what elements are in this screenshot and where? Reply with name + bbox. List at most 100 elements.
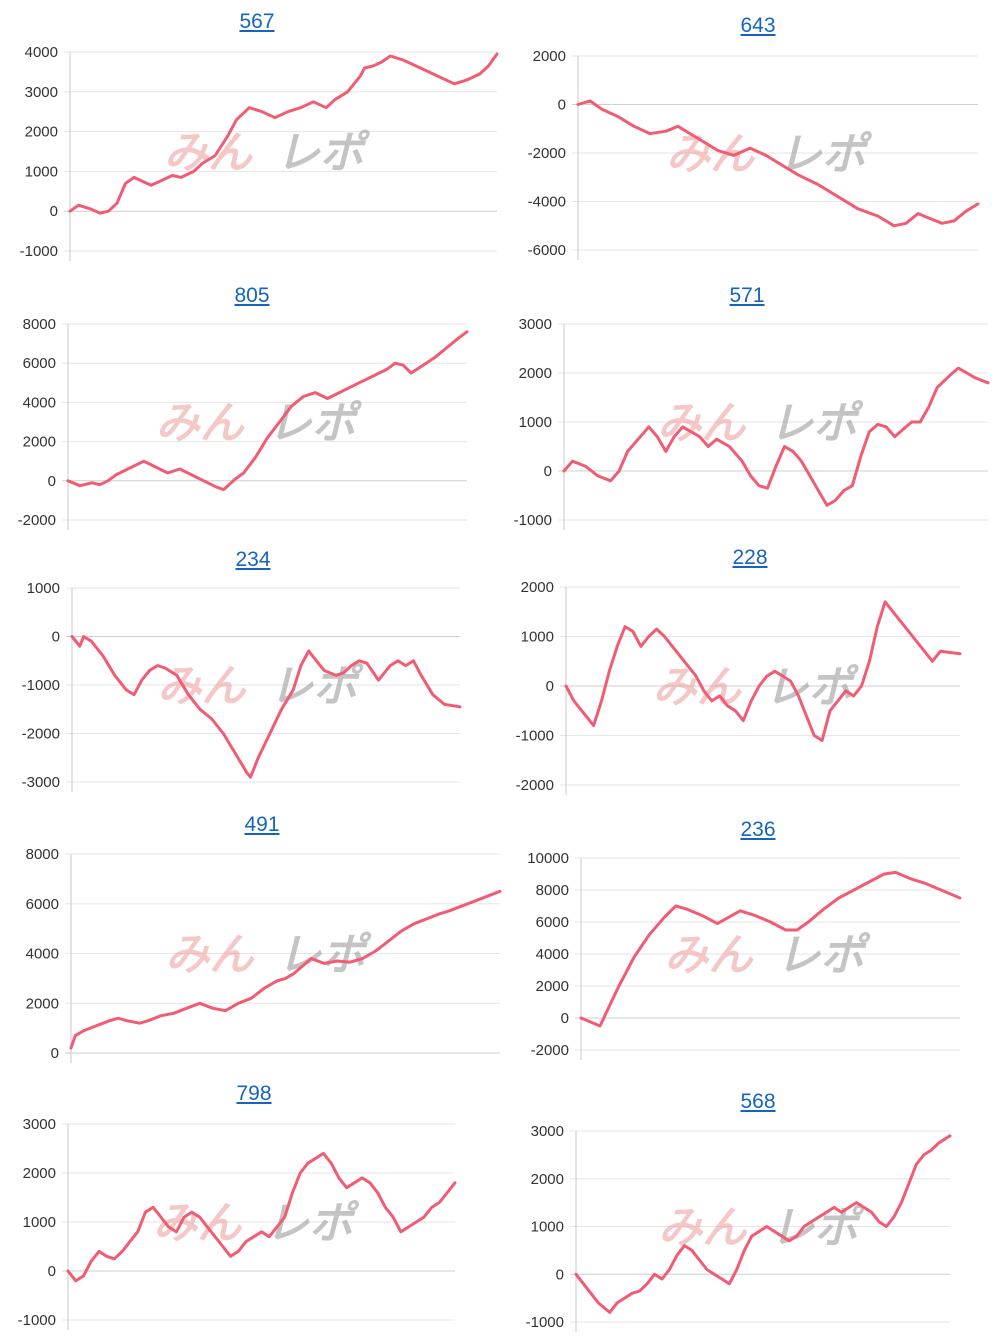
chart-title-link[interactable]: 491 — [244, 813, 280, 836]
y-tick-label: -1000 — [20, 243, 58, 260]
chart-panel-3: 571 -1000 0 1000 2000 3000 みん レポ — [500, 284, 1000, 544]
y-tick-label: 1000 — [23, 1214, 56, 1231]
y-tick-label: 2000 — [533, 48, 566, 65]
chart-panel-0: 567 -1000 0 1000 2000 3000 4000 みん レポ — [0, 10, 500, 270]
series-line — [574, 1134, 952, 1314]
y-tick-label: 6000 — [23, 355, 56, 372]
y-tick-label: 2000 — [536, 978, 569, 995]
y-tick-label: 4000 — [23, 394, 56, 411]
chart-title-link[interactable]: 236 — [740, 818, 776, 841]
y-tick-label: -2000 — [22, 726, 60, 743]
watermark-logo-right: レポ — [769, 398, 864, 449]
watermark-logo-right: レポ — [765, 662, 860, 713]
watermark-logo-right: レポ — [776, 930, 871, 981]
y-tick-label: 2000 — [26, 995, 59, 1012]
y-tick-label: 2000 — [23, 434, 56, 451]
watermark-logo-left: みん — [153, 1198, 243, 1249]
y-tick-label: 2000 — [23, 1165, 56, 1182]
y-tick-label: 3000 — [25, 84, 58, 101]
chart-svg: 0 2000 4000 6000 8000 みん レポ — [26, 846, 502, 1063]
y-tick-label: 0 — [544, 463, 552, 480]
y-tick-label: 2000 — [521, 579, 554, 596]
y-tick-label: 2000 — [25, 124, 58, 141]
chart-title-link[interactable]: 228 — [732, 546, 768, 569]
watermark-logo-left: みん — [165, 930, 255, 981]
y-tick-label: 8000 — [23, 316, 56, 333]
chart-title-link[interactable]: 567 — [239, 10, 275, 33]
y-tick-label: 0 — [52, 629, 60, 646]
chart-panel-9: 568 -1000 0 1000 2000 3000 みん レポ — [500, 1090, 1000, 1340]
chart-panel-5: 228 -2000 -1000 0 1000 2000 みん レポ — [500, 546, 1000, 806]
chart-title-link[interactable]: 571 — [729, 284, 765, 307]
chart-svg: -2000 0 2000 4000 6000 8000 10000 みん レポ — [527, 850, 962, 1060]
y-tick-label: -3000 — [22, 774, 60, 791]
y-tick-label: -2000 — [528, 145, 566, 162]
chart-title-link[interactable]: 805 — [234, 284, 270, 307]
series-line — [66, 1151, 457, 1283]
y-tick-label: 1000 — [25, 163, 58, 180]
series-line — [69, 889, 502, 1050]
watermark-logo-left: みん — [164, 128, 254, 179]
chart-panel-7: 236 -2000 0 2000 4000 6000 8000 10000 みん レポ — [500, 818, 1000, 1078]
watermark-logo-left: みん — [658, 1203, 748, 1254]
chart-svg: -2000 0 2000 4000 6000 8000 みん レポ — [18, 316, 469, 530]
y-tick-label: 4000 — [536, 946, 569, 963]
watermark-logo-right: レポ — [277, 930, 372, 981]
y-tick-label: 10000 — [527, 850, 569, 867]
watermark-logo-right: レポ — [268, 398, 363, 449]
chart-title-link[interactable]: 643 — [740, 14, 776, 37]
chart-title-link[interactable]: 568 — [740, 1090, 776, 1113]
chart-panel-6: 491 0 2000 4000 6000 8000 みん レポ — [0, 813, 502, 1073]
y-tick-label: 3000 — [23, 1116, 56, 1133]
y-tick-label: 4000 — [25, 44, 58, 61]
y-tick-label: 1000 — [27, 580, 60, 597]
series-line — [562, 366, 990, 507]
y-tick-label: 0 — [51, 1045, 59, 1062]
y-tick-label: 8000 — [536, 882, 569, 899]
y-tick-label: 0 — [48, 473, 56, 490]
y-tick-label: 0 — [546, 678, 554, 695]
y-tick-label: -2000 — [18, 512, 56, 529]
y-tick-label: 3000 — [531, 1123, 564, 1140]
chart-svg: -1000 0 1000 2000 3000 4000 みん レポ — [20, 44, 499, 261]
y-tick-label: -1000 — [516, 728, 554, 745]
chart-panel-1: 643 -6000 -4000 -2000 0 2000 みん レポ — [500, 14, 1000, 274]
y-tick-label: 4000 — [26, 946, 59, 963]
series-line — [576, 99, 980, 228]
series-line — [68, 52, 499, 215]
series-line — [70, 635, 462, 779]
y-tick-label: -2000 — [531, 1042, 569, 1059]
y-tick-label: 0 — [558, 97, 566, 114]
y-tick-label: 0 — [561, 1010, 569, 1027]
y-tick-label: 8000 — [26, 846, 59, 863]
y-tick-label: -4000 — [528, 194, 566, 211]
y-tick-label: 2000 — [519, 365, 552, 382]
y-tick-label: 1000 — [531, 1219, 564, 1236]
series-line — [564, 600, 962, 742]
y-tick-label: 0 — [556, 1266, 564, 1283]
y-tick-label: 0 — [48, 1263, 56, 1280]
chart-title-link[interactable]: 234 — [235, 548, 271, 571]
y-tick-label: 0 — [50, 203, 58, 220]
watermark-logo-left: みん — [666, 129, 756, 180]
y-tick-label: 6000 — [536, 914, 569, 931]
watermark-logo-left: みん — [156, 398, 246, 449]
y-tick-label: 2000 — [531, 1171, 564, 1188]
y-tick-label: -1000 — [514, 512, 552, 529]
y-tick-label: 6000 — [26, 896, 59, 913]
y-tick-label: -6000 — [528, 242, 566, 259]
series-line — [579, 870, 962, 1028]
y-tick-label: -1000 — [526, 1314, 564, 1331]
chart-panel-2: 805 -2000 0 2000 4000 6000 8000 みん レポ — [0, 284, 500, 544]
y-tick-label: -1000 — [22, 677, 60, 694]
chart-title-link[interactable]: 798 — [236, 1082, 272, 1105]
chart-panel-4: 234 -3000 -2000 -1000 0 1000 みん レポ — [0, 548, 500, 808]
chart-panel-8: 798 -1000 0 1000 2000 3000 みん レポ — [0, 1082, 500, 1340]
y-tick-label: 1000 — [519, 414, 552, 431]
y-tick-label: 3000 — [519, 316, 552, 333]
y-tick-label: -2000 — [516, 777, 554, 794]
